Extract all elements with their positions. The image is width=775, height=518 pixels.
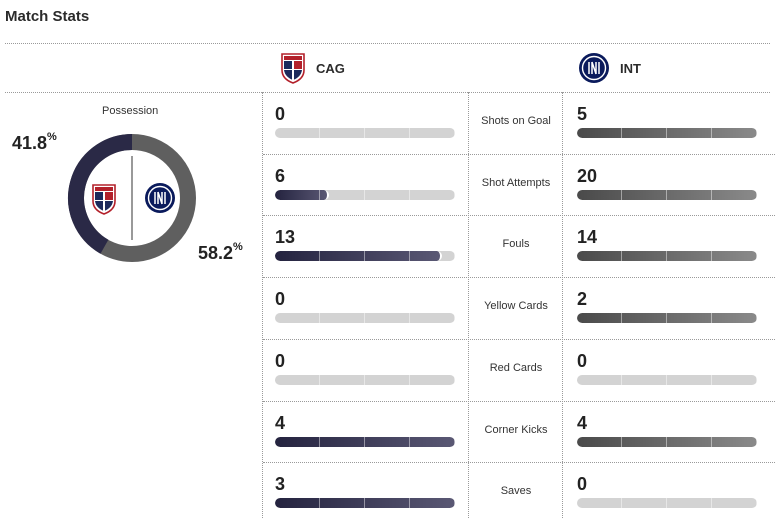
row-separator — [263, 277, 775, 279]
possession-label: Possession — [102, 105, 159, 117]
stat-away-value: 14 — [577, 227, 598, 248]
stat-label: Yellow Cards — [484, 300, 548, 313]
stat-away-bar — [577, 128, 757, 138]
row-separator — [263, 215, 775, 217]
page-title: Match Stats — [5, 8, 90, 25]
column-divider-1 — [262, 92, 263, 518]
bar-segments — [577, 374, 757, 385]
stat-label: Shots on Goal — [481, 115, 551, 127]
donut-cagliari-crest-icon — [92, 184, 116, 215]
team-header-home: CAG — [280, 52, 345, 84]
row-separator — [263, 400, 775, 402]
stat-away-bar — [577, 436, 757, 447]
stat-home-bar — [275, 498, 455, 509]
donut-inter-crest-icon — [145, 183, 175, 213]
stat-away-value: 4 — [577, 412, 588, 433]
stat-home-bar — [275, 189, 455, 200]
stat-home-bar — [275, 128, 455, 138]
bar-segments — [275, 128, 455, 138]
bar-segments — [275, 251, 455, 262]
stat-home-bar-fill — [275, 498, 455, 509]
stat-label: Fouls — [502, 238, 530, 251]
bar-segments — [275, 374, 455, 385]
bar-segments — [577, 498, 757, 509]
stat-label: Corner Kicks — [484, 423, 548, 436]
stat-away-bar-fill — [577, 313, 757, 324]
stat-away-bar-fill — [577, 436, 757, 447]
stat-label: Red Cards — [489, 361, 543, 374]
header-divider-bottom — [5, 92, 770, 93]
bar-segments — [577, 436, 757, 447]
row-separator — [263, 338, 775, 340]
stat-home-value: 0 — [275, 289, 286, 310]
stat-away-value: 5 — [577, 104, 588, 124]
row-separator — [263, 153, 775, 155]
column-divider-2 — [468, 92, 469, 518]
bar-segments — [577, 313, 757, 324]
possession-away-number: 58.2 — [198, 243, 234, 263]
stat-away-bar-fill — [577, 189, 757, 200]
donut-home-segment — [68, 134, 133, 254]
possession-home-unit: % — [47, 131, 57, 143]
bar-segments — [577, 251, 757, 262]
row-separator — [263, 462, 775, 464]
possession-home-value: 41.8% — [12, 131, 57, 154]
stat-home-bar — [275, 251, 455, 262]
stat-home-bar-fill — [275, 189, 329, 200]
stat-away-bar-fill — [577, 128, 757, 138]
team-header-away: INT — [578, 52, 641, 84]
stat-home-value: 13 — [275, 227, 296, 248]
stat-home-bar-fill — [275, 251, 443, 262]
stat-home-bar — [275, 313, 455, 324]
bar-segments — [275, 498, 455, 509]
team-home-abbr: CAG — [316, 60, 345, 76]
possession-away-value: 58.2% — [198, 241, 243, 264]
stat-home-value: 0 — [275, 104, 286, 124]
team-away-abbr: INT — [620, 60, 641, 76]
stat-away-bar — [577, 189, 757, 200]
bar-segments — [275, 313, 455, 324]
inter-crest-icon — [579, 53, 609, 83]
stat-label: Shot Attempts — [481, 176, 551, 189]
stat-home-bar-fill — [275, 436, 455, 447]
stat-away-bar — [577, 251, 757, 262]
bar-segments — [275, 189, 455, 200]
stat-away-bar-fill — [577, 251, 757, 262]
bar-segments — [577, 128, 757, 138]
stat-away-value: 2 — [577, 289, 588, 310]
stat-away-value: 0 — [577, 350, 588, 371]
bar-segments — [275, 436, 455, 447]
stat-away-bar — [577, 498, 757, 509]
bar-segments — [577, 189, 757, 200]
stat-away-value: 0 — [577, 474, 588, 495]
possession-away-unit: % — [233, 241, 243, 253]
stat-away-value: 20 — [577, 165, 598, 186]
column-divider-3 — [562, 92, 563, 518]
stat-label: Saves — [500, 485, 532, 498]
stat-home-value: 4 — [275, 412, 286, 433]
possession-home-number: 41.8 — [12, 133, 48, 153]
cagliari-crest-icon — [281, 53, 305, 84]
stat-home-value: 3 — [275, 474, 286, 495]
stat-home-bar — [275, 374, 455, 385]
stat-home-value: 6 — [275, 165, 286, 186]
possession-donut-chart — [68, 134, 196, 262]
stat-away-bar — [577, 374, 757, 385]
stat-home-bar — [275, 436, 455, 447]
stat-away-bar — [577, 313, 757, 324]
header-divider-top — [5, 43, 770, 44]
stat-home-value: 0 — [275, 350, 286, 371]
